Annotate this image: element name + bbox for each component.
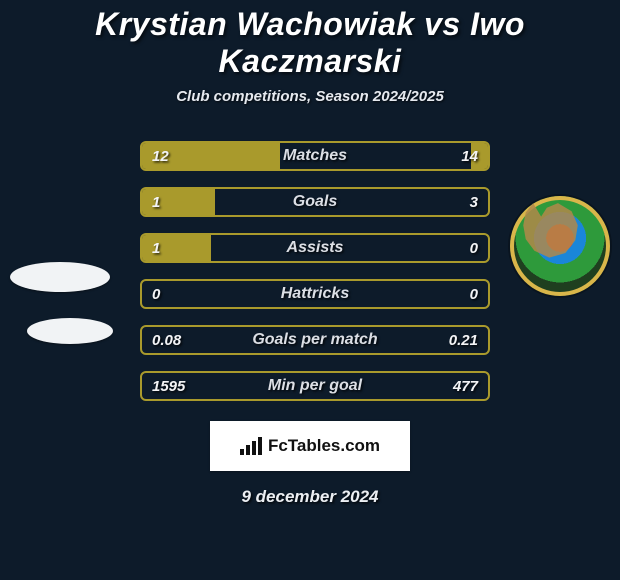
- page-title: Krystian Wachowiak vs Iwo Kaczmarski: [0, 6, 620, 80]
- stat-value-left: 1: [142, 235, 170, 261]
- stat-bar: 1595477Min per goal: [140, 371, 490, 401]
- stat-value-right: 477: [443, 373, 488, 399]
- stat-value-right: 3: [460, 189, 488, 215]
- stat-bar: 1214Matches: [140, 141, 490, 171]
- stat-value-left: 1595: [142, 373, 195, 399]
- stat-value-right: 14: [451, 143, 488, 169]
- stat-bar: 13Goals: [140, 187, 490, 217]
- brand-text: FcTables.com: [268, 436, 380, 456]
- subtitle: Club competitions, Season 2024/2025: [0, 88, 620, 105]
- stat-value-left: 0: [142, 281, 170, 307]
- stat-value-right: 0: [460, 235, 488, 261]
- brand-box[interactable]: FcTables.com: [210, 421, 410, 471]
- stat-row: 1595477Min per goal: [0, 363, 620, 409]
- stat-label: Goals per match: [142, 327, 488, 353]
- snapshot-date: 9 december 2024: [0, 487, 620, 507]
- stat-row: 10Assists: [0, 225, 620, 271]
- stat-value-right: 0: [460, 281, 488, 307]
- stat-value-left: 0.08: [142, 327, 191, 353]
- stat-value-left: 1: [142, 189, 170, 215]
- bar-chart-icon: [240, 437, 262, 455]
- stat-label: Hattricks: [142, 281, 488, 307]
- stat-row: 1214Matches: [0, 133, 620, 179]
- stat-row: 13Goals: [0, 179, 620, 225]
- stat-bar: 0 0Hattricks: [140, 279, 490, 309]
- stat-value-left: 12: [142, 143, 179, 169]
- stat-bars: 1214Matches13Goals10Assists00Hattricks0.…: [0, 133, 620, 409]
- stat-bar: 0.08 0.21Goals per match: [140, 325, 490, 355]
- stat-row: 0 0Hattricks: [0, 271, 620, 317]
- comparison-card: Krystian Wachowiak vs Iwo Kaczmarski Clu…: [0, 0, 620, 580]
- stat-bar: 10Assists: [140, 233, 490, 263]
- stat-row: 0.08 0.21Goals per match: [0, 317, 620, 363]
- stat-value-right: 0.21: [439, 327, 488, 353]
